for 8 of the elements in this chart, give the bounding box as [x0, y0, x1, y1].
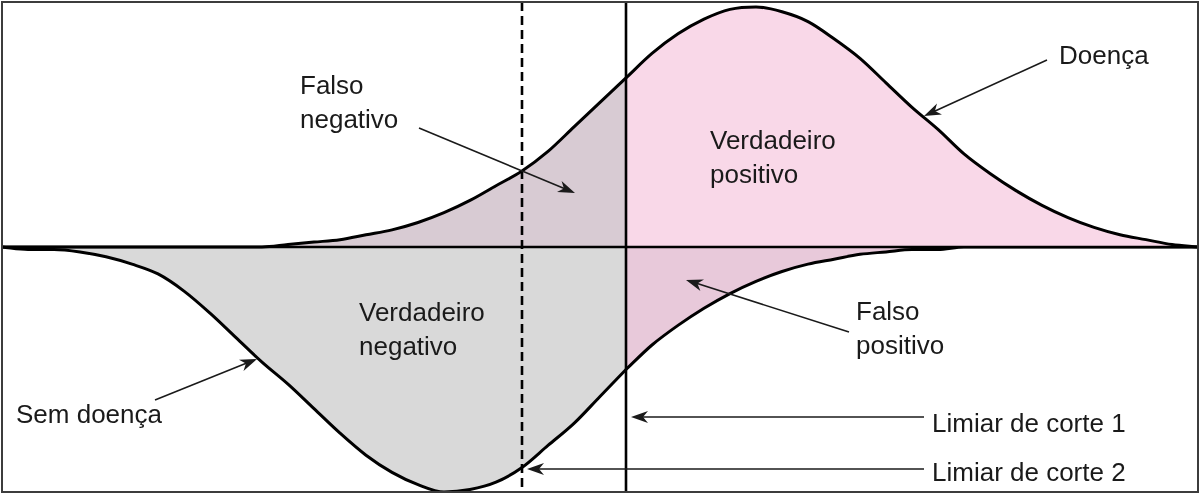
- annotation: Limiar de corte 1: [932, 408, 1126, 438]
- annotation: Verdadeiro positivo: [710, 125, 836, 189]
- annotation: Falso negativo: [300, 70, 399, 134]
- annotation: Limiar de corte 2: [932, 457, 1126, 487]
- annotation: Doença: [1059, 40, 1150, 70]
- annotation: Verdadeiro negativo: [359, 297, 485, 361]
- annotation: Sem doença: [16, 399, 163, 429]
- annotation: Falso positivo: [856, 296, 945, 360]
